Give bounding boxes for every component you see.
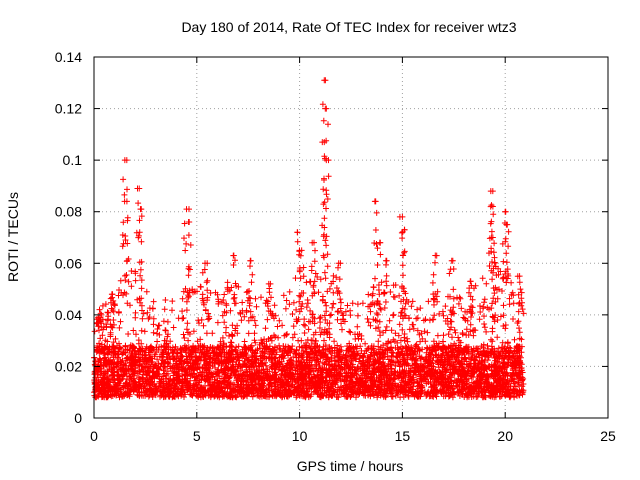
peak-point bbox=[247, 257, 254, 264]
peak-point bbox=[323, 157, 330, 164]
peak-point bbox=[401, 226, 408, 233]
peak-point bbox=[504, 221, 511, 228]
peak-point bbox=[399, 213, 406, 220]
peak-streak bbox=[429, 252, 441, 319]
peak-point bbox=[335, 260, 342, 267]
x-axis-label: GPS time / hours bbox=[297, 458, 404, 474]
x-tick-label: 15 bbox=[395, 428, 411, 444]
peak-point bbox=[432, 252, 439, 259]
y-tick-label: 0.06 bbox=[55, 255, 82, 271]
peak-point bbox=[372, 198, 379, 205]
x-tick-label: 10 bbox=[292, 428, 308, 444]
peak-point bbox=[265, 280, 272, 287]
y-tick-label: 0.14 bbox=[55, 49, 82, 65]
peak-point bbox=[321, 139, 328, 146]
chart-title: Day 180 of 2014, Rate Of TEC Index for r… bbox=[181, 19, 516, 35]
peak-point bbox=[376, 239, 383, 246]
y-tick-label: 0.02 bbox=[55, 358, 82, 374]
peak-point bbox=[123, 198, 130, 205]
peak-point bbox=[487, 188, 494, 195]
peak-streak bbox=[135, 206, 145, 344]
y-tick-label: 0.08 bbox=[55, 204, 82, 220]
peak-point bbox=[321, 77, 328, 84]
peak-point bbox=[136, 185, 143, 192]
x-tick-label: 20 bbox=[497, 428, 513, 444]
peak-point bbox=[185, 219, 192, 226]
x-tick-label: 5 bbox=[193, 428, 201, 444]
peak-point bbox=[202, 260, 209, 267]
peak-streak bbox=[133, 185, 145, 306]
y-tick-label: 0.12 bbox=[55, 101, 82, 117]
peak-point bbox=[230, 252, 237, 259]
peak-point bbox=[382, 257, 389, 264]
peak-point bbox=[467, 278, 474, 285]
y-tick-label: 0 bbox=[74, 410, 82, 426]
x-tick-label: 25 bbox=[600, 428, 616, 444]
y-axis-ticks: 0 0.02 0.04 0.06 0.08 0.1 0.12 0.14 bbox=[55, 49, 608, 426]
peak-point bbox=[294, 229, 301, 236]
y-tick-label: 0.04 bbox=[55, 307, 82, 323]
peak-point bbox=[448, 257, 455, 264]
scatter-points bbox=[91, 77, 527, 401]
x-tick-label: 0 bbox=[90, 428, 98, 444]
peak-point bbox=[310, 239, 317, 246]
peak-point bbox=[489, 234, 496, 241]
peak-streak bbox=[319, 77, 329, 306]
x-axis-ticks: 0 5 10 15 20 25 bbox=[90, 57, 616, 444]
peak-point bbox=[121, 157, 128, 164]
y-tick-label: 0.1 bbox=[63, 152, 83, 168]
peak-point bbox=[109, 291, 116, 298]
peak-point bbox=[502, 208, 509, 215]
peak-point bbox=[516, 273, 523, 280]
peak-point bbox=[323, 105, 330, 112]
scatter-background-cloud bbox=[91, 263, 527, 401]
peak-streak bbox=[381, 257, 390, 330]
y-axis-label: ROTI / TECUs bbox=[5, 192, 21, 282]
peak-point bbox=[298, 247, 305, 254]
peak-point bbox=[95, 314, 102, 321]
plot-frame bbox=[93, 56, 609, 419]
peak-point bbox=[489, 203, 496, 210]
peak-streak bbox=[244, 257, 256, 337]
peak-point bbox=[138, 206, 145, 213]
peak-streak bbox=[319, 139, 329, 336]
peak-point bbox=[183, 206, 190, 213]
